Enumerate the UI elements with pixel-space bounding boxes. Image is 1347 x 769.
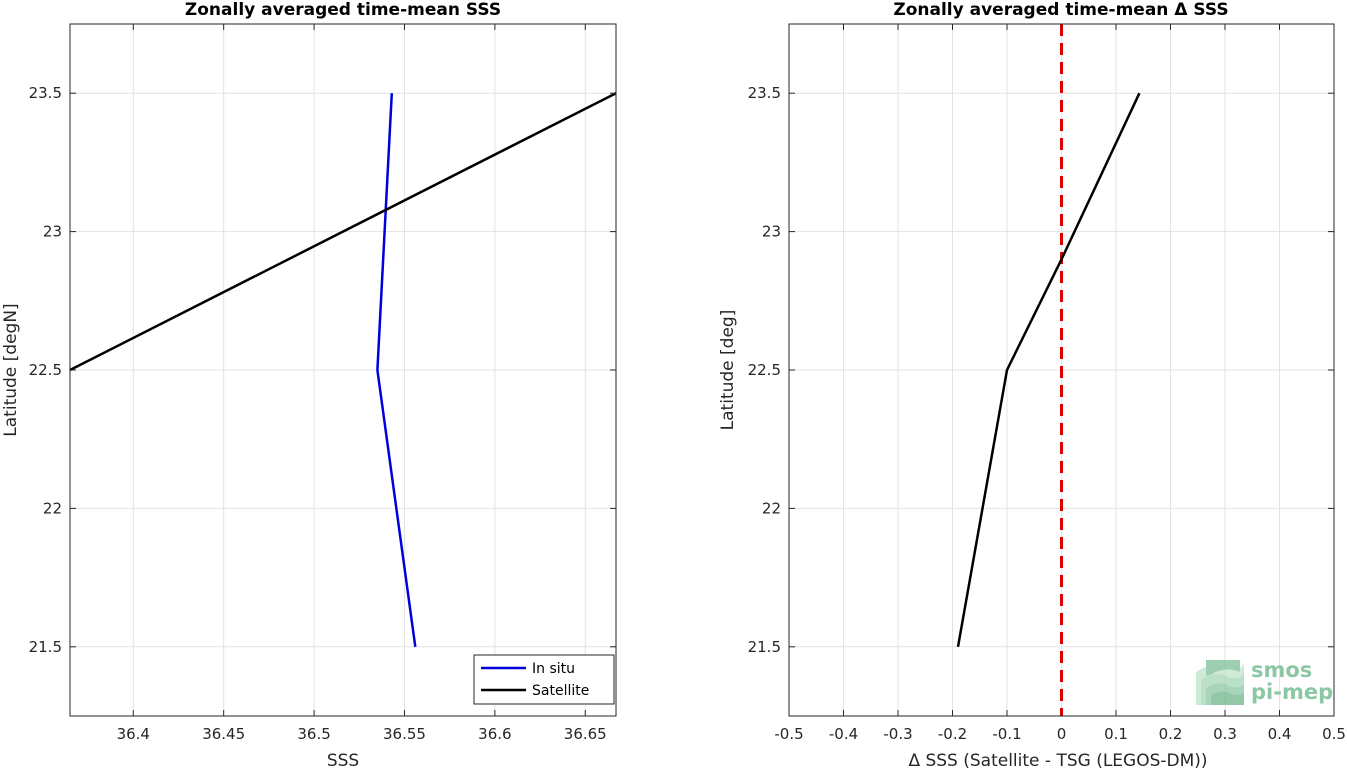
legend-label-satellite: Satellite <box>532 683 589 699</box>
delta-sss-y-tick-label: 22 <box>762 499 781 517</box>
sss-axes: 36.4 36.45 36.5 36.55 36.6 36.65 21.5 22 22.5 23 2… <box>1 0 617 769</box>
sss-ticks: 36.4 36.45 36.5 36.55 36.6 36.65 21.5 22 22.5 23 2… <box>29 24 616 743</box>
logo-text-smos: smos <box>1251 658 1312 682</box>
sss-line-in-situ <box>376 93 417 647</box>
sss-x-tick-label: 36.5 <box>297 725 330 743</box>
sss-x-tick-label: 36.65 <box>564 725 607 743</box>
sss-x-tick-label: 36.55 <box>383 725 426 743</box>
delta-sss-y-tick-label: 22.5 <box>748 361 781 379</box>
delta-sss-axes: -0.5 -0.4 -0.3 -0.2 -0.1 0 0.1 0.2 0.3 0.4 0.5 21.5… <box>718 0 1346 769</box>
legend-box <box>473 654 615 705</box>
sss-x-tick-label: 36.45 <box>202 725 245 743</box>
delta-sss-x-tick-label: 0.4 <box>1268 725 1292 743</box>
delta-sss-x-tick-label: 0.5 <box>1322 725 1346 743</box>
logo-text-pi-mep: pi-mep <box>1251 680 1333 704</box>
smos-pi-mep-logo: smos pi-mep <box>1196 658 1333 705</box>
delta-sss-x-tick-label: 0.3 <box>1213 725 1237 743</box>
sss-y-tick-label: 21.5 <box>29 638 62 656</box>
sss-y-tick-label: 22 <box>43 499 62 517</box>
delta-sss-ticks: -0.5 -0.4 -0.3 -0.2 -0.1 0 0.1 0.2 0.3 0.4 0.5 21.5… <box>748 24 1346 743</box>
sss-line-satellite <box>70 92 616 372</box>
delta-sss-x-tick-label: -0.1 <box>992 725 1021 743</box>
delta-sss-x-tick-label: -0.4 <box>829 725 858 743</box>
sss-y-tick-label: 22.5 <box>29 361 62 379</box>
sss-y-tick-label: 23.5 <box>29 84 62 102</box>
legend-label-in-situ: In situ <box>532 661 575 677</box>
delta-sss-y-tick-label: 23.5 <box>748 84 781 102</box>
delta-sss-y-axis-label: Latitude [deg] <box>718 310 738 431</box>
delta-sss-x-tick-label: 0.1 <box>1104 725 1128 743</box>
delta-sss-x-axis-label: Δ SSS (Satellite - TSG (LEGOS-DM)) <box>908 751 1207 769</box>
sss-x-tick-label: 36.6 <box>478 725 511 743</box>
delta-sss-y-tick-label: 23 <box>762 223 781 241</box>
sss-chart-title: Zonally averaged time-mean SSS <box>185 0 501 20</box>
delta-sss-x-tick-label: -0.5 <box>774 725 803 743</box>
logo-mark <box>1196 660 1244 705</box>
sss-series <box>70 92 616 647</box>
delta-sss-x-tick-label: 0 <box>1057 725 1067 743</box>
delta-sss-line-series-0 <box>956 92 1141 648</box>
delta-sss-x-tick-label: 0.2 <box>1159 725 1183 743</box>
sss-legend: In situ Satellite <box>473 654 615 705</box>
delta-sss-series <box>956 92 1141 648</box>
sss-x-axis-label: SSS <box>327 751 359 769</box>
delta-sss-chart-title: Zonally averaged time-mean Δ SSS <box>893 0 1228 20</box>
delta-sss-y-tick-label: 21.5 <box>748 638 781 656</box>
delta-sss-x-tick-label: -0.2 <box>938 725 967 743</box>
sss-y-axis-label: Latitude [degN] <box>1 303 21 436</box>
sss-x-tick-label: 36.4 <box>117 725 150 743</box>
sss-y-tick-label: 23 <box>43 223 62 241</box>
delta-sss-x-tick-label: -0.3 <box>883 725 912 743</box>
